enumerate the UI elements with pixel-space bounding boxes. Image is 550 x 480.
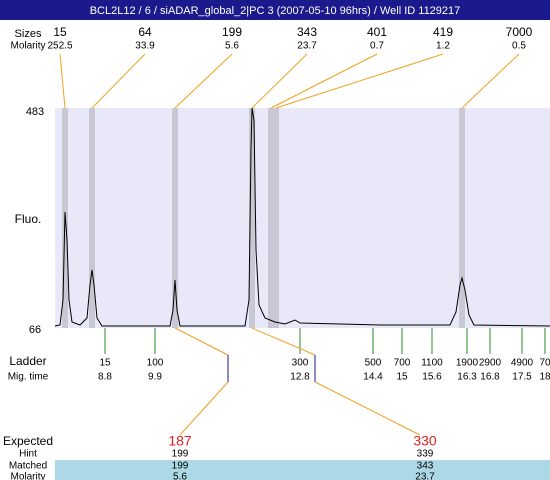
- peak-molarity: 252.5: [47, 41, 72, 52]
- ladder-time: 16.8: [480, 372, 500, 383]
- ladder-time: 14.4: [363, 372, 383, 383]
- ladder-size: 1100: [421, 358, 443, 369]
- plot-area: [55, 108, 550, 328]
- ladder-size: 700: [394, 358, 411, 369]
- peak-molarity: 1.2: [436, 41, 450, 52]
- ladder-label: Ladder: [9, 354, 46, 368]
- peak-size: 343: [297, 25, 317, 39]
- peak-connector: [174, 53, 233, 109]
- peak-size: 419: [433, 25, 453, 39]
- ladder-time: 15.6: [422, 372, 442, 383]
- peak-molarity: 0.7: [370, 41, 384, 52]
- peak-band: [89, 108, 95, 328]
- ladder-time: 18: [539, 372, 550, 383]
- ladder-size: 2900: [479, 358, 502, 369]
- ladder-time: 9.9: [148, 372, 162, 383]
- ladder-time: 16.3: [457, 372, 477, 383]
- title: BCL2L12 / 6 / siADAR_global_2|PC 3 (2007…: [90, 5, 461, 17]
- cell-expected: 187: [168, 433, 192, 449]
- peak-band: [273, 108, 279, 328]
- cell-hint: 339: [417, 449, 434, 460]
- peak-size: 7000: [506, 25, 533, 39]
- y-top-label: 483: [26, 106, 44, 118]
- ladder-time: 15: [396, 372, 408, 383]
- trace: [54, 107, 550, 327]
- peak-size: 199: [222, 25, 242, 39]
- mig-time-label: Mig. time: [8, 372, 49, 383]
- peak-size: 64: [138, 25, 152, 39]
- ladder-time: 12.8: [290, 372, 310, 383]
- peak-connector: [270, 53, 378, 109]
- cell-matched: 343: [417, 461, 434, 472]
- peak-size: 401: [367, 25, 387, 39]
- peak-band: [249, 108, 255, 328]
- y-axis-label: Fluo.: [15, 212, 42, 226]
- peak-connector: [91, 53, 146, 109]
- row-label: Molarity: [10, 472, 45, 480]
- cell-hint: 199: [172, 449, 189, 460]
- ladder-size: 15: [99, 358, 111, 369]
- y-bottom-label: 66: [29, 324, 41, 336]
- ladder-time: 8.8: [98, 372, 112, 383]
- peak-band: [268, 108, 274, 328]
- peak-molarity: 33.9: [135, 41, 155, 52]
- ladder-size: 500: [365, 358, 382, 369]
- sizes-label: Sizes: [15, 28, 42, 40]
- row-label: Matched: [9, 461, 47, 472]
- peak-size: 15: [53, 25, 67, 39]
- ladder-time: 17.5: [512, 372, 532, 383]
- ladder-size: 300: [292, 358, 309, 369]
- peak-connector: [275, 53, 444, 109]
- title-bar: [0, 0, 550, 20]
- ladder-size: 70: [539, 358, 550, 369]
- peak-band: [172, 108, 178, 328]
- cell-expected: 330: [413, 433, 437, 449]
- peak-molarity: 0.5: [512, 41, 526, 52]
- molarity-label: Molarity: [10, 41, 45, 52]
- peak-connector: [461, 53, 520, 109]
- peak-connector: [251, 53, 308, 109]
- ladder-size: 1900: [456, 358, 479, 369]
- row-label: Hint: [19, 449, 37, 460]
- ladder-size: 4900: [511, 358, 534, 369]
- cell-molarity: 5.6: [173, 472, 187, 480]
- cell-molarity: 23.7: [415, 472, 435, 480]
- peak-molarity: 23.7: [297, 41, 317, 52]
- matched-rows-bg: [55, 460, 550, 480]
- peak-connector: [59, 53, 66, 109]
- peak-band: [459, 108, 465, 328]
- expected-connector: [251, 327, 316, 356]
- expected-connector: [314, 381, 421, 436]
- expected-connector: [179, 381, 229, 436]
- expected-connector: [174, 327, 229, 356]
- cell-matched: 199: [172, 461, 189, 472]
- peak-molarity: 5.6: [225, 41, 239, 52]
- row-label: Expected: [3, 434, 53, 448]
- ladder-size: 100: [147, 358, 164, 369]
